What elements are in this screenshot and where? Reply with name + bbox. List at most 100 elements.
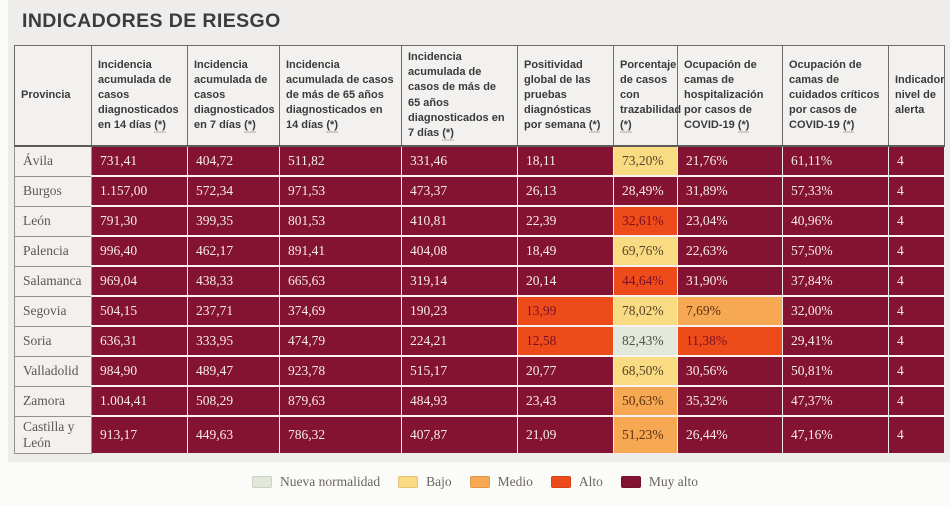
province-label: Valladolid [14, 355, 92, 387]
value-cell: 923,78 [279, 355, 402, 387]
legend-item: Medio [469, 473, 533, 490]
table-row: Palencia 996,40 462,17 891,41 404,08 18,49 69,… [14, 235, 945, 267]
column-header-label: Indicador nivel de alerta [895, 73, 945, 117]
column-header-label: Porcentaje de casos con trazabilidad [620, 58, 682, 117]
footnote-marker[interactable]: (*) [842, 119, 855, 134]
province-label: Ávila [14, 145, 92, 177]
legend-label: Medio [497, 473, 533, 489]
column-header-label: Ocupación de camas de hospitalización po… [684, 58, 764, 132]
value-cell: 11,38% [677, 325, 783, 357]
legend-swatch-bajo-icon [398, 475, 419, 488]
value-cell: 572,34 [187, 175, 280, 207]
value-cell: 1.157,00 [91, 175, 188, 207]
value-cell: 4 [888, 295, 945, 327]
page-title: INDICADORES DE RIESGO [22, 10, 281, 32]
value-cell: 190,23 [401, 295, 518, 327]
table-header: Provincia Incidencia acumulada de casos d… [14, 45, 945, 148]
content-band: INDICADORES DE RIESGO Provincia Incidenci… [8, 0, 950, 462]
value-cell: 4 [888, 325, 945, 357]
value-cell: 44,64% [613, 265, 678, 297]
legend-label: Nueva normalidad [280, 473, 381, 489]
column-header-1: Incidencia acumulada de casos diagnostic… [91, 45, 188, 148]
value-cell: 57,50% [782, 235, 889, 267]
value-cell: 40,96% [782, 205, 889, 237]
province-label: Zamora [14, 385, 92, 417]
footnote-marker[interactable]: (*) [620, 119, 632, 134]
value-cell: 462,17 [187, 235, 280, 267]
value-cell: 636,31 [91, 325, 188, 357]
value-cell: 4 [888, 175, 945, 207]
value-cell: 61,11% [782, 145, 889, 177]
value-cell: 515,17 [401, 355, 518, 387]
value-cell: 23,04% [677, 205, 783, 237]
value-cell: 399,35 [187, 205, 280, 237]
value-cell: 971,53 [279, 175, 402, 207]
footnote-marker[interactable]: (*) [737, 119, 750, 134]
value-cell: 511,82 [279, 145, 402, 177]
value-cell: 57,33% [782, 175, 889, 207]
value-cell: 665,63 [279, 265, 402, 297]
value-cell: 449,63 [187, 415, 280, 454]
column-header-5: Positividad global de las pruebas diagnó… [517, 45, 614, 148]
value-cell: 7,69% [677, 295, 783, 327]
value-cell: 374,69 [279, 295, 402, 327]
value-cell: 237,71 [187, 295, 280, 327]
value-cell: 404,08 [401, 235, 518, 267]
column-header-3: Incidencia acumulada de casos de más de … [279, 45, 402, 148]
province-label: Palencia [14, 235, 92, 267]
column-header-9: Indicador nivel de alerta [888, 45, 945, 148]
value-cell: 82,43% [613, 325, 678, 357]
footnote-marker[interactable]: (*) [442, 126, 454, 141]
column-header-6: Porcentaje de casos con trazabilidad (*) [613, 45, 682, 148]
legend-swatch-nueva-normalidad-icon [252, 475, 272, 488]
table-row: Segovia 504,15 237,71 374,69 190,23 13,99 78,0… [14, 295, 945, 327]
value-cell: 473,37 [401, 175, 518, 207]
value-cell: 47,16% [782, 415, 889, 454]
column-header-7: Ocupación de camas de hospitalización po… [677, 45, 783, 148]
value-cell: 791,30 [91, 205, 188, 237]
value-cell: 51,23% [613, 415, 678, 454]
value-cell: 410,81 [401, 205, 518, 237]
column-header-8: Ocupación de camas de cuidados críticos … [782, 45, 889, 148]
column-header-label: Ocupación de camas de cuidados críticos … [789, 58, 880, 132]
table-row: Zamora 1.004,41 508,29 879,63 484,93 23,43 50,… [14, 385, 945, 417]
footnote-marker[interactable]: (*) [588, 119, 601, 134]
value-cell: 4 [888, 415, 945, 454]
province-label: Burgos [14, 175, 92, 207]
legend-label: Muy alto [648, 473, 698, 489]
value-cell: 50,63% [613, 385, 678, 417]
value-cell: 68,50% [613, 355, 678, 387]
footnote-marker[interactable]: (*) [326, 119, 338, 134]
province-label: Segovia [14, 295, 92, 327]
legend-label: Bajo [426, 473, 452, 489]
value-cell: 913,17 [91, 415, 188, 454]
table-row: Valladolid 984,90 489,47 923,78 515,17 20,77 6… [14, 355, 945, 387]
column-header-label: Positividad global de las pruebas diagnó… [524, 58, 592, 132]
value-cell: 73,20% [613, 145, 678, 177]
legend-item: Nueva normalidad [252, 474, 380, 490]
value-cell: 26,44% [677, 415, 783, 454]
value-cell: 438,33 [187, 265, 280, 297]
legend-item: Muy alto [620, 473, 698, 490]
value-cell: 4 [888, 205, 945, 237]
legend-swatch-muy-alto-icon [620, 475, 641, 488]
footnote-marker[interactable]: (*) [154, 119, 166, 134]
value-cell: 484,93 [401, 385, 518, 417]
value-cell: 32,61% [613, 205, 678, 237]
footnote-marker[interactable]: (*) [244, 119, 256, 134]
value-cell: 13,99 [517, 295, 614, 327]
value-cell: 28,49% [613, 175, 678, 207]
value-cell: 333,95 [187, 325, 280, 357]
column-header-label: Incidencia acumulada de casos de más de … [286, 58, 394, 132]
value-cell: 489,47 [187, 355, 280, 387]
value-cell: 21,76% [677, 145, 783, 177]
value-cell: 4 [888, 235, 945, 267]
value-cell: 30,56% [677, 355, 783, 387]
table-row: Ávila 731,41 404,72 511,82 331,46 18,11 73,20%… [14, 145, 945, 177]
value-cell: 891,41 [279, 235, 402, 267]
value-cell: 319,14 [401, 265, 518, 297]
value-cell: 879,63 [279, 385, 402, 417]
legend-label: Alto [578, 473, 603, 489]
value-cell: 37,84% [782, 265, 889, 297]
value-cell: 18,49 [517, 235, 614, 267]
